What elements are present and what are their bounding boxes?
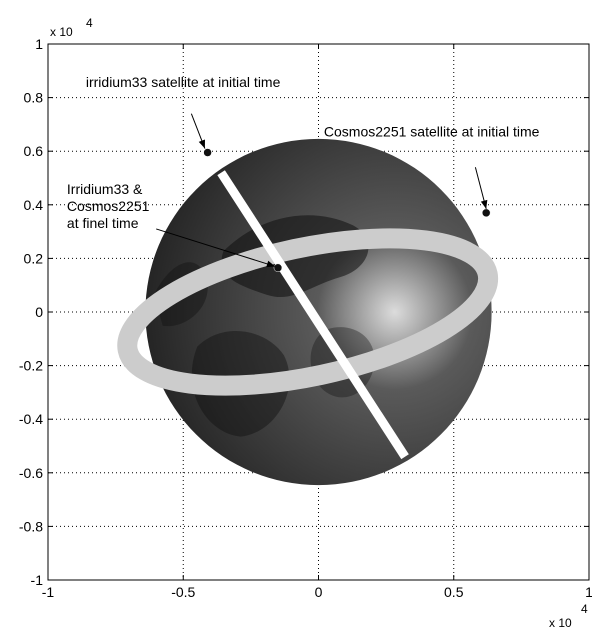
x-multiplier-base: x 10 [549,616,572,630]
y-tick-label: 0 [35,304,43,320]
annotation-text: Cosmos2251 [67,198,150,214]
annotation-arrow-head [266,260,276,268]
x-multiplier-exponent: 4 [581,602,588,616]
axis-multipliers: x 10 4 x 10 4 [50,16,588,630]
y-tick-label: -0.4 [19,411,43,427]
annotation-1: Cosmos2251 satellite at initial time [324,123,540,209]
y-tick-label: -1 [31,572,44,588]
annotations: irridium33 satellite at initial time Cosm… [67,74,540,268]
y-multiplier-base: x 10 [50,25,73,39]
y-tick-label: -0.8 [19,518,43,534]
x-tick-label: 1 [585,584,592,600]
x-tick-label: 0 [315,584,323,600]
earth-globe [145,138,492,486]
annotation-0: irridium33 satellite at initial time [86,74,281,149]
y-tick-label: 0.4 [24,197,44,213]
annotation-arrow-head [198,139,205,149]
satellite-points [203,148,491,273]
y-tick-label: 1 [35,36,43,52]
y-tick-label: -0.6 [19,465,43,481]
annotation-text: Cosmos2251 satellite at initial time [324,123,540,139]
y-tick-label: 0.8 [24,90,44,106]
axis-ticks: -1 -0.5 0 0.5 1 -1 -0.8 -0.6 -0.4 -0.2 0 0.2 0.4 0.6 0… [19,36,592,600]
orbits [117,170,499,460]
annotation-arrow-head [480,199,488,209]
annotation-text: irridium33 satellite at initial time [86,74,281,90]
x-tick-label: 0.5 [444,584,464,600]
y-multiplier-exponent: 4 [86,16,93,30]
x-tick-label: -0.5 [171,584,195,600]
irridium33-orbit [217,170,409,460]
y-tick-label: 0.2 [24,250,44,266]
y-tick-label: -0.2 [19,358,43,374]
annotation-text: at finel time [67,215,139,231]
point-cosmos2251-initial [481,208,491,218]
earth-sphere [145,138,492,486]
point-final-time [273,263,283,273]
cosmos2251-orbit [117,228,499,396]
x-tick-label: -1 [42,584,55,600]
annotation-arrow-line [156,228,276,267]
annotation-text: Irridium33 & [67,181,143,197]
point-irridium33-initial [203,148,212,157]
y-tick-label: 0.6 [24,143,44,159]
